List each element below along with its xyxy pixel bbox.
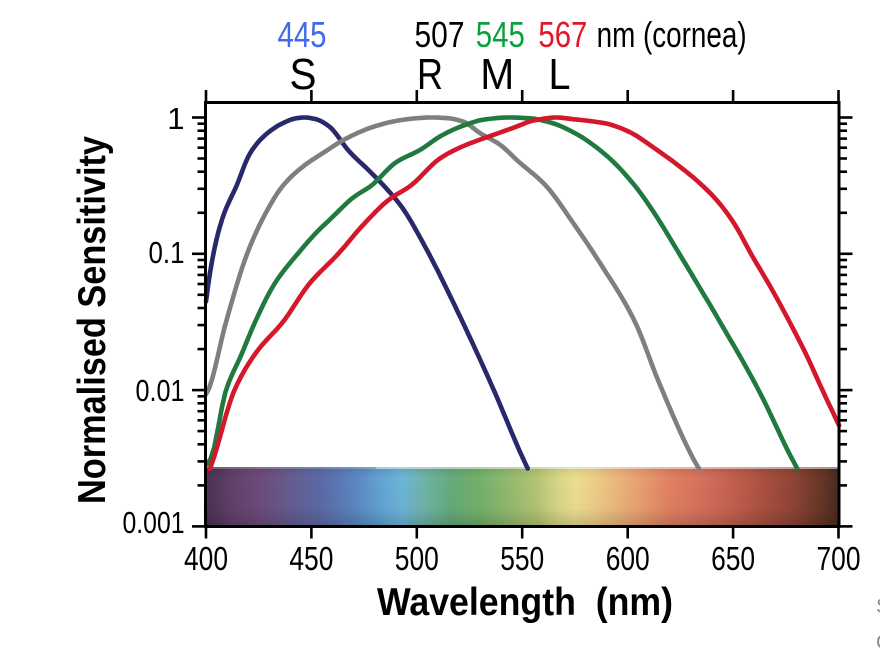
svg-text:700: 700: [817, 540, 861, 577]
svg-text:C: C: [876, 631, 880, 654]
svg-text:550: 550: [500, 540, 544, 577]
svg-text:507: 507: [415, 14, 465, 55]
svg-text:450: 450: [289, 540, 333, 577]
svg-text:445: 445: [278, 14, 327, 55]
svg-text:Normalised Sensitivity: Normalised Sensitivity: [71, 136, 114, 504]
svg-text:567: 567: [538, 14, 587, 55]
svg-text:650: 650: [711, 540, 755, 577]
svg-text:R: R: [417, 50, 443, 99]
svg-text:0.001: 0.001: [123, 505, 185, 540]
svg-text:400: 400: [184, 540, 228, 577]
svg-text:S: S: [290, 50, 317, 99]
svg-text:0.1: 0.1: [149, 235, 185, 270]
svg-text:0.01: 0.01: [136, 373, 185, 408]
svg-text:nm (cornea): nm (cornea): [597, 14, 747, 55]
svg-text:545: 545: [476, 14, 525, 55]
svg-text:1: 1: [167, 101, 184, 136]
svg-text:L: L: [549, 50, 571, 99]
svg-text:S: S: [876, 595, 880, 618]
svg-text:500: 500: [395, 540, 439, 577]
svg-text:M: M: [480, 50, 514, 99]
svg-text:600: 600: [606, 540, 650, 577]
svg-text:Wavelength (nm): Wavelength (nm): [377, 581, 673, 624]
